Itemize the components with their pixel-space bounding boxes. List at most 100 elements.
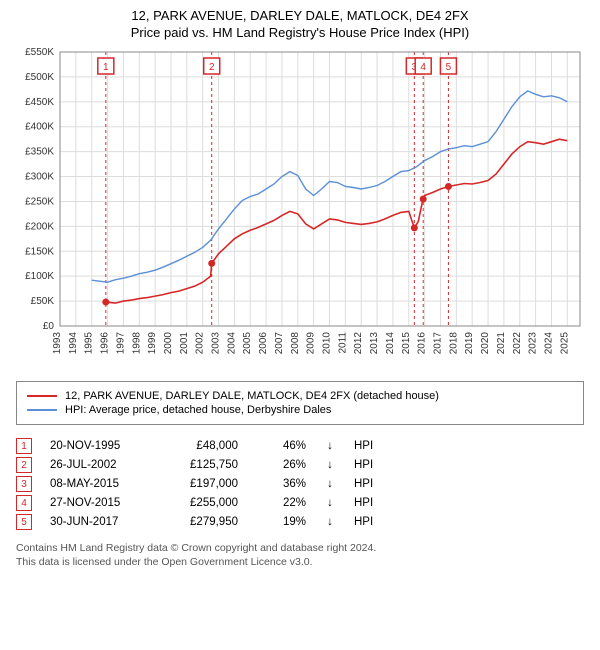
event-row: 5 30-JUN-2017 £279,950 19% ↓ HPI	[16, 514, 584, 530]
svg-text:1999: 1999	[147, 332, 158, 355]
event-hpi-label: HPI	[354, 497, 373, 509]
svg-text:2023: 2023	[528, 332, 539, 355]
chart-svg: £0 £50K £100K £150K £200K £250K £300K £350K £400…	[10, 46, 590, 366]
svg-text:2016: 2016	[417, 332, 428, 355]
event-date: 20-NOV-1995	[50, 440, 150, 452]
event-row: 1 20-NOV-1995 £48,000 46% ↓ HPI	[16, 438, 584, 454]
down-arrow-icon: ↓	[324, 440, 336, 452]
event-date: 27-NOV-2015	[50, 497, 150, 509]
svg-text:2024: 2024	[543, 332, 554, 355]
event-hpi-label: HPI	[354, 459, 373, 471]
svg-text:£0: £0	[43, 321, 55, 332]
svg-text:2001: 2001	[179, 332, 190, 355]
event-marker: 1	[16, 438, 32, 454]
svg-text:2009: 2009	[306, 332, 317, 355]
svg-text:2015: 2015	[401, 332, 412, 355]
footer-line1: Contains HM Land Registry data © Crown c…	[16, 541, 584, 555]
event-marker: 2	[16, 457, 32, 473]
event-price: £48,000	[168, 440, 238, 452]
svg-text:2025: 2025	[559, 332, 570, 355]
svg-text:£550K: £550K	[25, 47, 54, 58]
event-price: £279,950	[168, 516, 238, 528]
event-marker: 4	[16, 495, 32, 511]
svg-text:2005: 2005	[242, 332, 253, 355]
svg-text:1996: 1996	[100, 332, 111, 355]
event-pct: 19%	[256, 516, 306, 528]
svg-text:2020: 2020	[480, 332, 491, 355]
svg-text:2012: 2012	[353, 332, 364, 355]
svg-text:£300K: £300K	[25, 172, 54, 183]
svg-text:1995: 1995	[84, 332, 95, 355]
event-hpi-label: HPI	[354, 440, 373, 452]
svg-text:2019: 2019	[464, 332, 475, 355]
svg-text:2018: 2018	[448, 332, 459, 355]
svg-text:£400K: £400K	[25, 122, 54, 133]
svg-text:2004: 2004	[226, 332, 237, 355]
event-price: £125,750	[168, 459, 238, 471]
event-row: 2 26-JUL-2002 £125,750 26% ↓ HPI	[16, 457, 584, 473]
svg-text:1993: 1993	[52, 332, 63, 355]
svg-text:£500K: £500K	[25, 72, 54, 83]
title-subtitle: Price paid vs. HM Land Registry's House …	[10, 25, 590, 40]
event-pct: 36%	[256, 478, 306, 490]
event-pct: 22%	[256, 497, 306, 509]
svg-text:2007: 2007	[274, 332, 285, 355]
svg-text:2010: 2010	[322, 332, 333, 355]
event-row: 3 08-MAY-2015 £197,000 36% ↓ HPI	[16, 476, 584, 492]
svg-text:1: 1	[103, 62, 109, 73]
svg-text:2022: 2022	[512, 332, 523, 355]
figure-container: 12, PARK AVENUE, DARLEY DALE, MATLOCK, D…	[0, 0, 600, 650]
svg-text:2014: 2014	[385, 332, 396, 355]
event-row: 4 27-NOV-2015 £255,000 22% ↓ HPI	[16, 495, 584, 511]
footer: Contains HM Land Registry data © Crown c…	[16, 541, 584, 569]
svg-text:2: 2	[209, 62, 215, 73]
svg-text:£450K: £450K	[25, 97, 54, 108]
down-arrow-icon: ↓	[324, 516, 336, 528]
event-table: 1 20-NOV-1995 £48,000 46% ↓ HPI 2 26-JUL-2002 £1…	[16, 435, 584, 533]
svg-text:2002: 2002	[195, 332, 206, 355]
event-hpi-label: HPI	[354, 516, 373, 528]
svg-text:2003: 2003	[211, 332, 222, 355]
footer-line2: This data is licensed under the Open Gov…	[16, 555, 584, 569]
event-date: 08-MAY-2015	[50, 478, 150, 490]
event-pct: 26%	[256, 459, 306, 471]
svg-text:£150K: £150K	[25, 246, 54, 257]
down-arrow-icon: ↓	[324, 459, 336, 471]
svg-text:£200K: £200K	[25, 221, 54, 232]
svg-text:£100K: £100K	[25, 271, 54, 282]
svg-text:2013: 2013	[369, 332, 380, 355]
event-marker: 5	[16, 514, 32, 530]
svg-text:1997: 1997	[115, 332, 126, 355]
title-address: 12, PARK AVENUE, DARLEY DALE, MATLOCK, D…	[10, 8, 590, 23]
svg-text:2021: 2021	[496, 332, 507, 355]
svg-text:2008: 2008	[290, 332, 301, 355]
svg-text:4: 4	[420, 62, 426, 73]
svg-text:2006: 2006	[258, 332, 269, 355]
svg-text:2011: 2011	[337, 332, 348, 354]
event-date: 26-JUL-2002	[50, 459, 150, 471]
svg-text:£50K: £50K	[31, 296, 55, 307]
svg-text:£250K: £250K	[25, 196, 54, 207]
svg-text:1994: 1994	[68, 332, 79, 355]
legend-swatch	[27, 395, 57, 397]
legend: 12, PARK AVENUE, DARLEY DALE, MATLOCK, D…	[16, 381, 584, 425]
event-date: 30-JUN-2017	[50, 516, 150, 528]
legend-item: HPI: Average price, detached house, Derb…	[27, 404, 573, 416]
event-marker: 3	[16, 476, 32, 492]
svg-text:1998: 1998	[131, 332, 142, 355]
svg-text:5: 5	[446, 62, 452, 73]
down-arrow-icon: ↓	[324, 497, 336, 509]
svg-text:2017: 2017	[432, 332, 443, 355]
event-price: £255,000	[168, 497, 238, 509]
event-price: £197,000	[168, 478, 238, 490]
event-hpi-label: HPI	[354, 478, 373, 490]
chart: £0 £50K £100K £150K £200K £250K £300K £350K £400…	[10, 46, 590, 371]
legend-item: 12, PARK AVENUE, DARLEY DALE, MATLOCK, D…	[27, 390, 573, 402]
title-block: 12, PARK AVENUE, DARLEY DALE, MATLOCK, D…	[10, 8, 590, 40]
legend-swatch	[27, 409, 57, 411]
event-pct: 46%	[256, 440, 306, 452]
legend-label: 12, PARK AVENUE, DARLEY DALE, MATLOCK, D…	[65, 390, 439, 402]
legend-label: HPI: Average price, detached house, Derb…	[65, 404, 331, 416]
svg-text:£350K: £350K	[25, 147, 54, 158]
down-arrow-icon: ↓	[324, 478, 336, 490]
